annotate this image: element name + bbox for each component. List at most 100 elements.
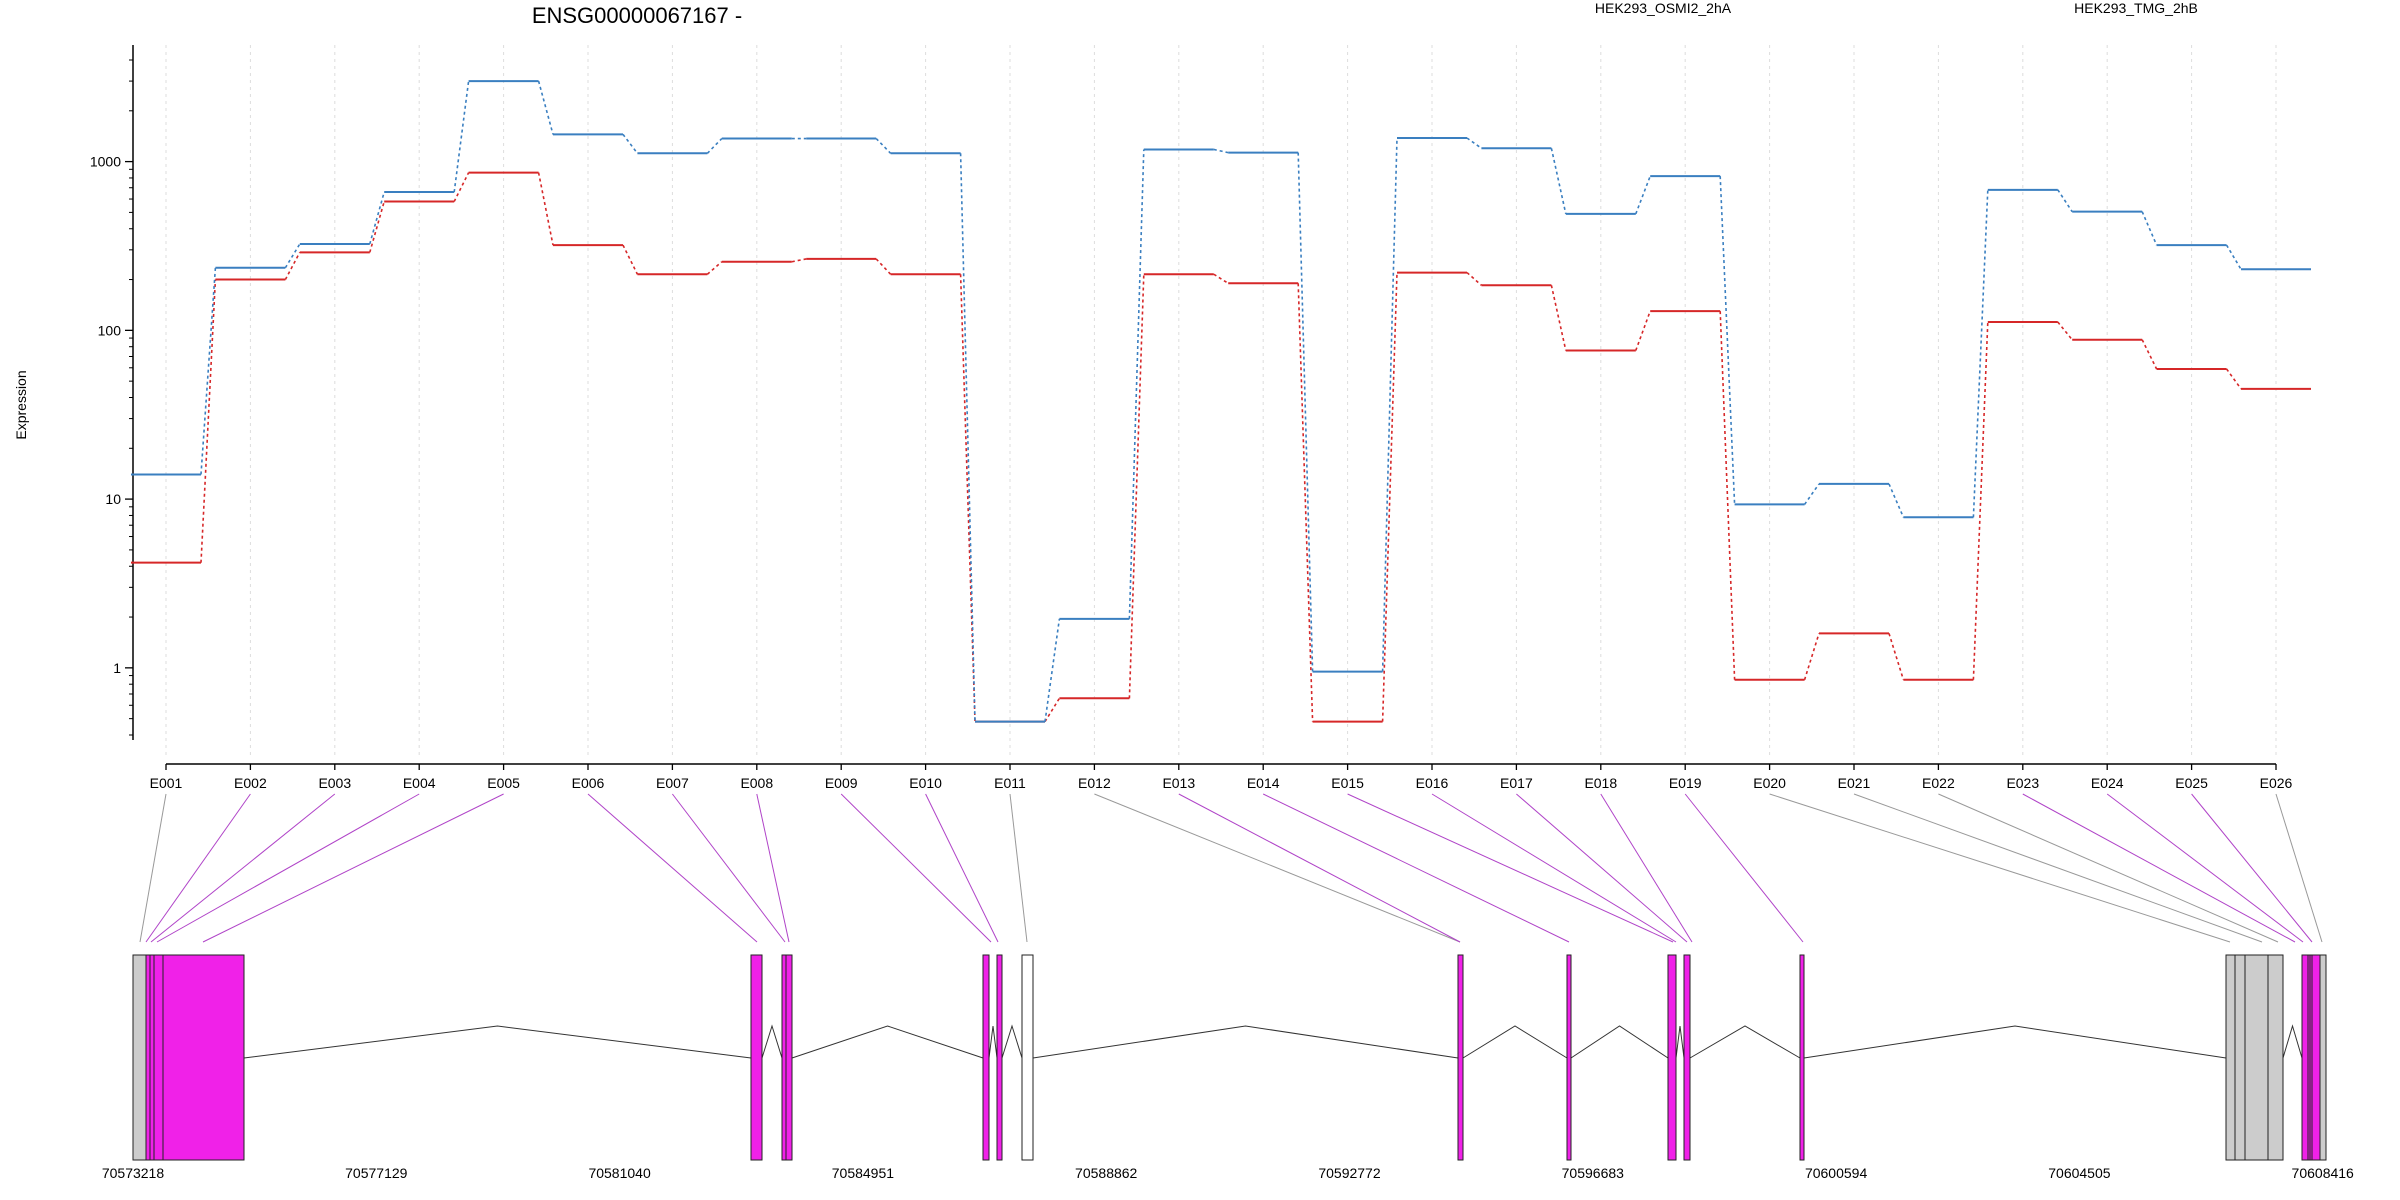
- intron-line: [1803, 1025, 2227, 1059]
- intron-line: [2282, 1024, 2303, 1059]
- intron-line: [791, 1025, 984, 1059]
- exon-connector-line: [1431, 793, 1677, 943]
- x-tick-label: E008: [740, 775, 773, 791]
- x-tick-label: E019: [1669, 775, 1702, 791]
- exon-connector-line: [1684, 793, 1804, 943]
- exon-block: [2301, 954, 2309, 1161]
- exon-block: [1799, 954, 1805, 1161]
- exon-connector-line: [2275, 793, 2323, 943]
- series-2-connector: [1888, 483, 1905, 518]
- intron-line: [1032, 1025, 1459, 1059]
- exon-block: [750, 954, 763, 1161]
- intron-line: [1462, 1025, 1568, 1059]
- x-tick-label: E012: [1078, 775, 1111, 791]
- exon-connector-line: [2022, 793, 2296, 943]
- series-2-connector: [1972, 189, 1989, 518]
- intron-line: [1675, 1025, 1685, 1059]
- series-1-connector: [284, 251, 301, 280]
- exon-connector-line: [587, 793, 758, 943]
- series-1-connector: [1803, 633, 1820, 680]
- exon-connector-line: [1347, 793, 1674, 943]
- exon-block: [785, 954, 793, 1161]
- y-tick-label: 1: [113, 660, 121, 676]
- x-tick-label: E006: [572, 775, 605, 791]
- series-1-connector: [2057, 321, 2073, 341]
- exon-connector-line: [2106, 793, 2304, 943]
- series-2-connector: [706, 137, 723, 154]
- x-tick-label: E015: [1331, 775, 1364, 791]
- x-tick-label: E005: [487, 775, 520, 791]
- gene-model: 70573218 70577129 70581040 70584951 70588862…: [102, 954, 2354, 1181]
- exon-connector-line: [1009, 793, 1028, 943]
- x-tick-label: E003: [318, 775, 351, 791]
- genomic-coordinate-label: 70573218: [102, 1165, 165, 1181]
- exon-connector-line: [1178, 793, 1461, 943]
- series-2-connector: [1128, 149, 1145, 619]
- exon-connector-line: [2191, 793, 2313, 943]
- exon-block: [2311, 954, 2321, 1161]
- series-1-connector: [369, 201, 385, 253]
- exon-connector-line: [1516, 793, 1688, 943]
- x-tick-label: E024: [2091, 775, 2124, 791]
- series-2-connector: [959, 153, 976, 722]
- exon-connector-line: [1600, 793, 1693, 943]
- chart-title: ENSG00000067167 -: [532, 3, 742, 28]
- series-2-connector: [1044, 618, 1061, 722]
- series-2-connector: [369, 191, 385, 245]
- legend-series-2: HEK293_TMG_2hB: [2074, 0, 2198, 16]
- exon-block: [153, 954, 245, 1161]
- series-2-connector: [1635, 175, 1651, 215]
- exon-connector-line: [150, 793, 336, 943]
- series-2-connector: [1213, 148, 1229, 154]
- y-tick-label: 100: [98, 322, 122, 338]
- series-1-connector: [622, 244, 639, 275]
- exon-block: [781, 954, 787, 1161]
- series-1-connector: [537, 172, 554, 246]
- exon-block: [2267, 954, 2284, 1161]
- series-2-connector: [200, 267, 217, 475]
- series-2-connector: [1550, 148, 1567, 215]
- series-lines: [131, 80, 2311, 723]
- series-1-connector: [1213, 273, 1229, 284]
- exon-block: [1021, 954, 1034, 1161]
- series-1-connector: [875, 258, 892, 275]
- x-tick-label: E016: [1416, 775, 1449, 791]
- x-tick-label: E001: [150, 775, 183, 791]
- series-1-connector: [2141, 339, 2158, 370]
- series-2-connector: [875, 137, 892, 154]
- exon-connector-line: [202, 793, 504, 943]
- genomic-coordinate-label: 70584951: [832, 1165, 895, 1181]
- exon-connector-line: [139, 793, 167, 943]
- intron-line: [1001, 1024, 1023, 1059]
- x-tick-label: E025: [2175, 775, 2208, 791]
- series-2-connector: [622, 133, 639, 154]
- intron-line: [1689, 1025, 1801, 1059]
- x-tick-label: E011: [994, 775, 1026, 791]
- series-1-connector: [1972, 322, 1989, 680]
- series-1-connector: [1719, 311, 1736, 680]
- exon-connector-line: [1262, 793, 1570, 943]
- series-2-connector: [1466, 137, 1482, 149]
- x-tick-label: E009: [825, 775, 858, 791]
- genomic-coordinate-label: 70596683: [1562, 1165, 1625, 1181]
- series-1-connector: [959, 274, 976, 722]
- exon-connectors: [139, 793, 2323, 943]
- series-2-connector: [1803, 483, 1820, 505]
- exon-connector-line: [145, 793, 251, 943]
- series-2-connector: [1719, 176, 1736, 505]
- exon-connector-line: [1938, 793, 2279, 943]
- series-2-connector: [453, 80, 470, 193]
- exon-block: [2319, 954, 2327, 1161]
- x-tick-label: E018: [1584, 775, 1617, 791]
- series-1-connector: [706, 261, 723, 275]
- x-tick-label: E007: [656, 775, 689, 791]
- y-axis-label: Expression: [13, 370, 29, 439]
- x-tick-label: E004: [403, 775, 436, 791]
- series-1-connector: [1550, 285, 1567, 351]
- intron-line: [243, 1025, 752, 1059]
- series-1-connector: [1466, 271, 1482, 286]
- exon-block: [1566, 954, 1572, 1161]
- series-1-connector: [1635, 310, 1651, 351]
- x-tick-label: E023: [2006, 775, 2039, 791]
- exon-block: [996, 954, 1003, 1161]
